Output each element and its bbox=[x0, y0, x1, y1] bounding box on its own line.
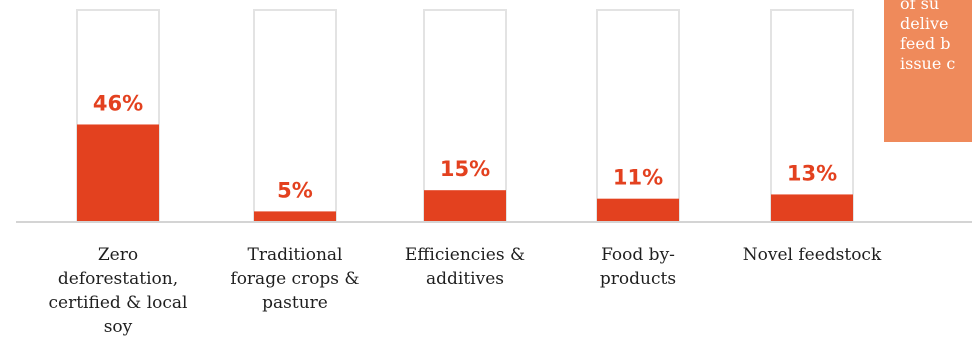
category-label: Zero deforestation, certified & local soy bbox=[48, 243, 188, 339]
value-label: 15% bbox=[440, 157, 490, 181]
bar bbox=[424, 190, 506, 222]
category-label-line: Efficiencies & bbox=[404, 245, 526, 265]
callout-line: delive bbox=[900, 14, 949, 33]
category-label-line: forage crops & bbox=[230, 269, 360, 289]
category-label-line: pasture bbox=[262, 293, 328, 313]
category-label-line: soy bbox=[103, 317, 133, 337]
category-label-line: Traditional bbox=[247, 245, 343, 265]
category-label: Novel feedstock bbox=[742, 243, 882, 267]
category-label-line: products bbox=[599, 269, 677, 289]
category-label-line: Food by- bbox=[601, 245, 675, 265]
category-label-line: additives bbox=[426, 269, 504, 289]
bars-group: 46% 5% 15% 11% 13% bbox=[76, 9, 854, 223]
bar-frame bbox=[596, 9, 680, 223]
bar-frame bbox=[253, 9, 337, 223]
value-label: 5% bbox=[277, 178, 313, 202]
bar bbox=[597, 198, 679, 222]
category-label: Traditional forage crops & pasture bbox=[225, 243, 365, 315]
value-label: 11% bbox=[613, 166, 663, 190]
callout-line: of su bbox=[900, 0, 940, 13]
callout-line: issue c bbox=[900, 54, 956, 73]
bar-frame bbox=[770, 9, 854, 223]
bar bbox=[771, 194, 853, 222]
category-label: Food by-products bbox=[568, 243, 708, 291]
category-label: Efficiencies & additives bbox=[395, 243, 535, 291]
value-label: 46% bbox=[93, 91, 143, 115]
category-label-line: certified & local bbox=[48, 293, 188, 313]
callout-line: feed b bbox=[900, 34, 951, 53]
category-label-line: Zero bbox=[97, 245, 139, 265]
bar bbox=[77, 124, 159, 222]
category-label-line: deforestation, bbox=[57, 269, 179, 289]
value-label: 13% bbox=[787, 161, 837, 185]
bar-frame bbox=[423, 9, 507, 223]
category-label-line: Novel feedstock bbox=[742, 245, 882, 265]
callout-box: of su delive feed b issue c bbox=[884, 0, 972, 142]
bar bbox=[254, 211, 336, 222]
